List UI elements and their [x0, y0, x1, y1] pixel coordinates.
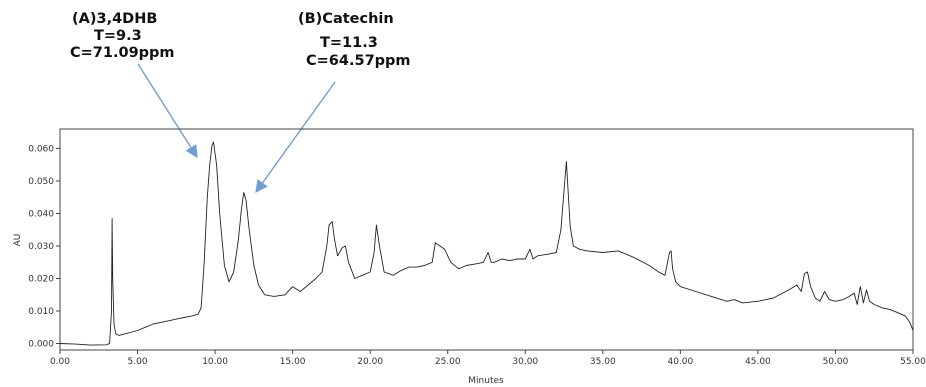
y-tick-label: 0.060	[28, 145, 54, 155]
annotation-b-time: T=11.3	[320, 35, 378, 51]
y-tick-label: 0.030	[28, 242, 54, 252]
y-tick-label: 0.040	[28, 210, 54, 220]
annotation-a-arrow	[137, 63, 198, 159]
annotation-a-conc: C=71.09ppm	[70, 45, 175, 61]
y-axis-label: AU	[13, 234, 23, 247]
series-line	[59, 141, 914, 346]
x-tick-label: 10.00	[202, 357, 228, 367]
y-tick-label: 0.000	[28, 340, 54, 350]
annotation-a-time: T=9.3	[94, 28, 142, 44]
y-tick-label: 0.010	[28, 307, 54, 317]
annotation-b-arrow	[255, 81, 336, 194]
y-tick-label: 0.020	[28, 275, 54, 285]
annotation-b-name: (B)Catechin	[298, 11, 394, 27]
plot-frame	[59, 128, 914, 351]
x-tick-label: 50.00	[823, 357, 849, 367]
annotation-b-conc: C=64.57ppm	[306, 53, 411, 69]
annotation-a-name: (A)3,4DHB	[72, 11, 157, 27]
x-tick-label: 0.00	[50, 357, 70, 367]
x-tick-label: 5.00	[128, 357, 148, 367]
x-tick-label: 45.00	[745, 357, 771, 367]
x-tick-label: 40.00	[667, 357, 693, 367]
x-tick-label: 15.00	[280, 357, 306, 367]
y-tick-label: 0.050	[28, 177, 54, 187]
y-axis: 0.000 0.010 0.020 0.030 0.040 0.050 0.060	[28, 145, 60, 350]
x-axis-label: Minutes	[468, 376, 504, 386]
x-tick-label: 25.00	[435, 357, 461, 367]
x-tick-label: 30.00	[512, 357, 538, 367]
x-axis: 0.00 5.00 10.00 15.00 20.00 25.00 30.00 35.00 40…	[50, 350, 926, 367]
x-tick-label: 35.00	[590, 357, 616, 367]
x-tick-label: 20.00	[357, 357, 383, 367]
x-tick-label: 55.00	[900, 357, 926, 367]
